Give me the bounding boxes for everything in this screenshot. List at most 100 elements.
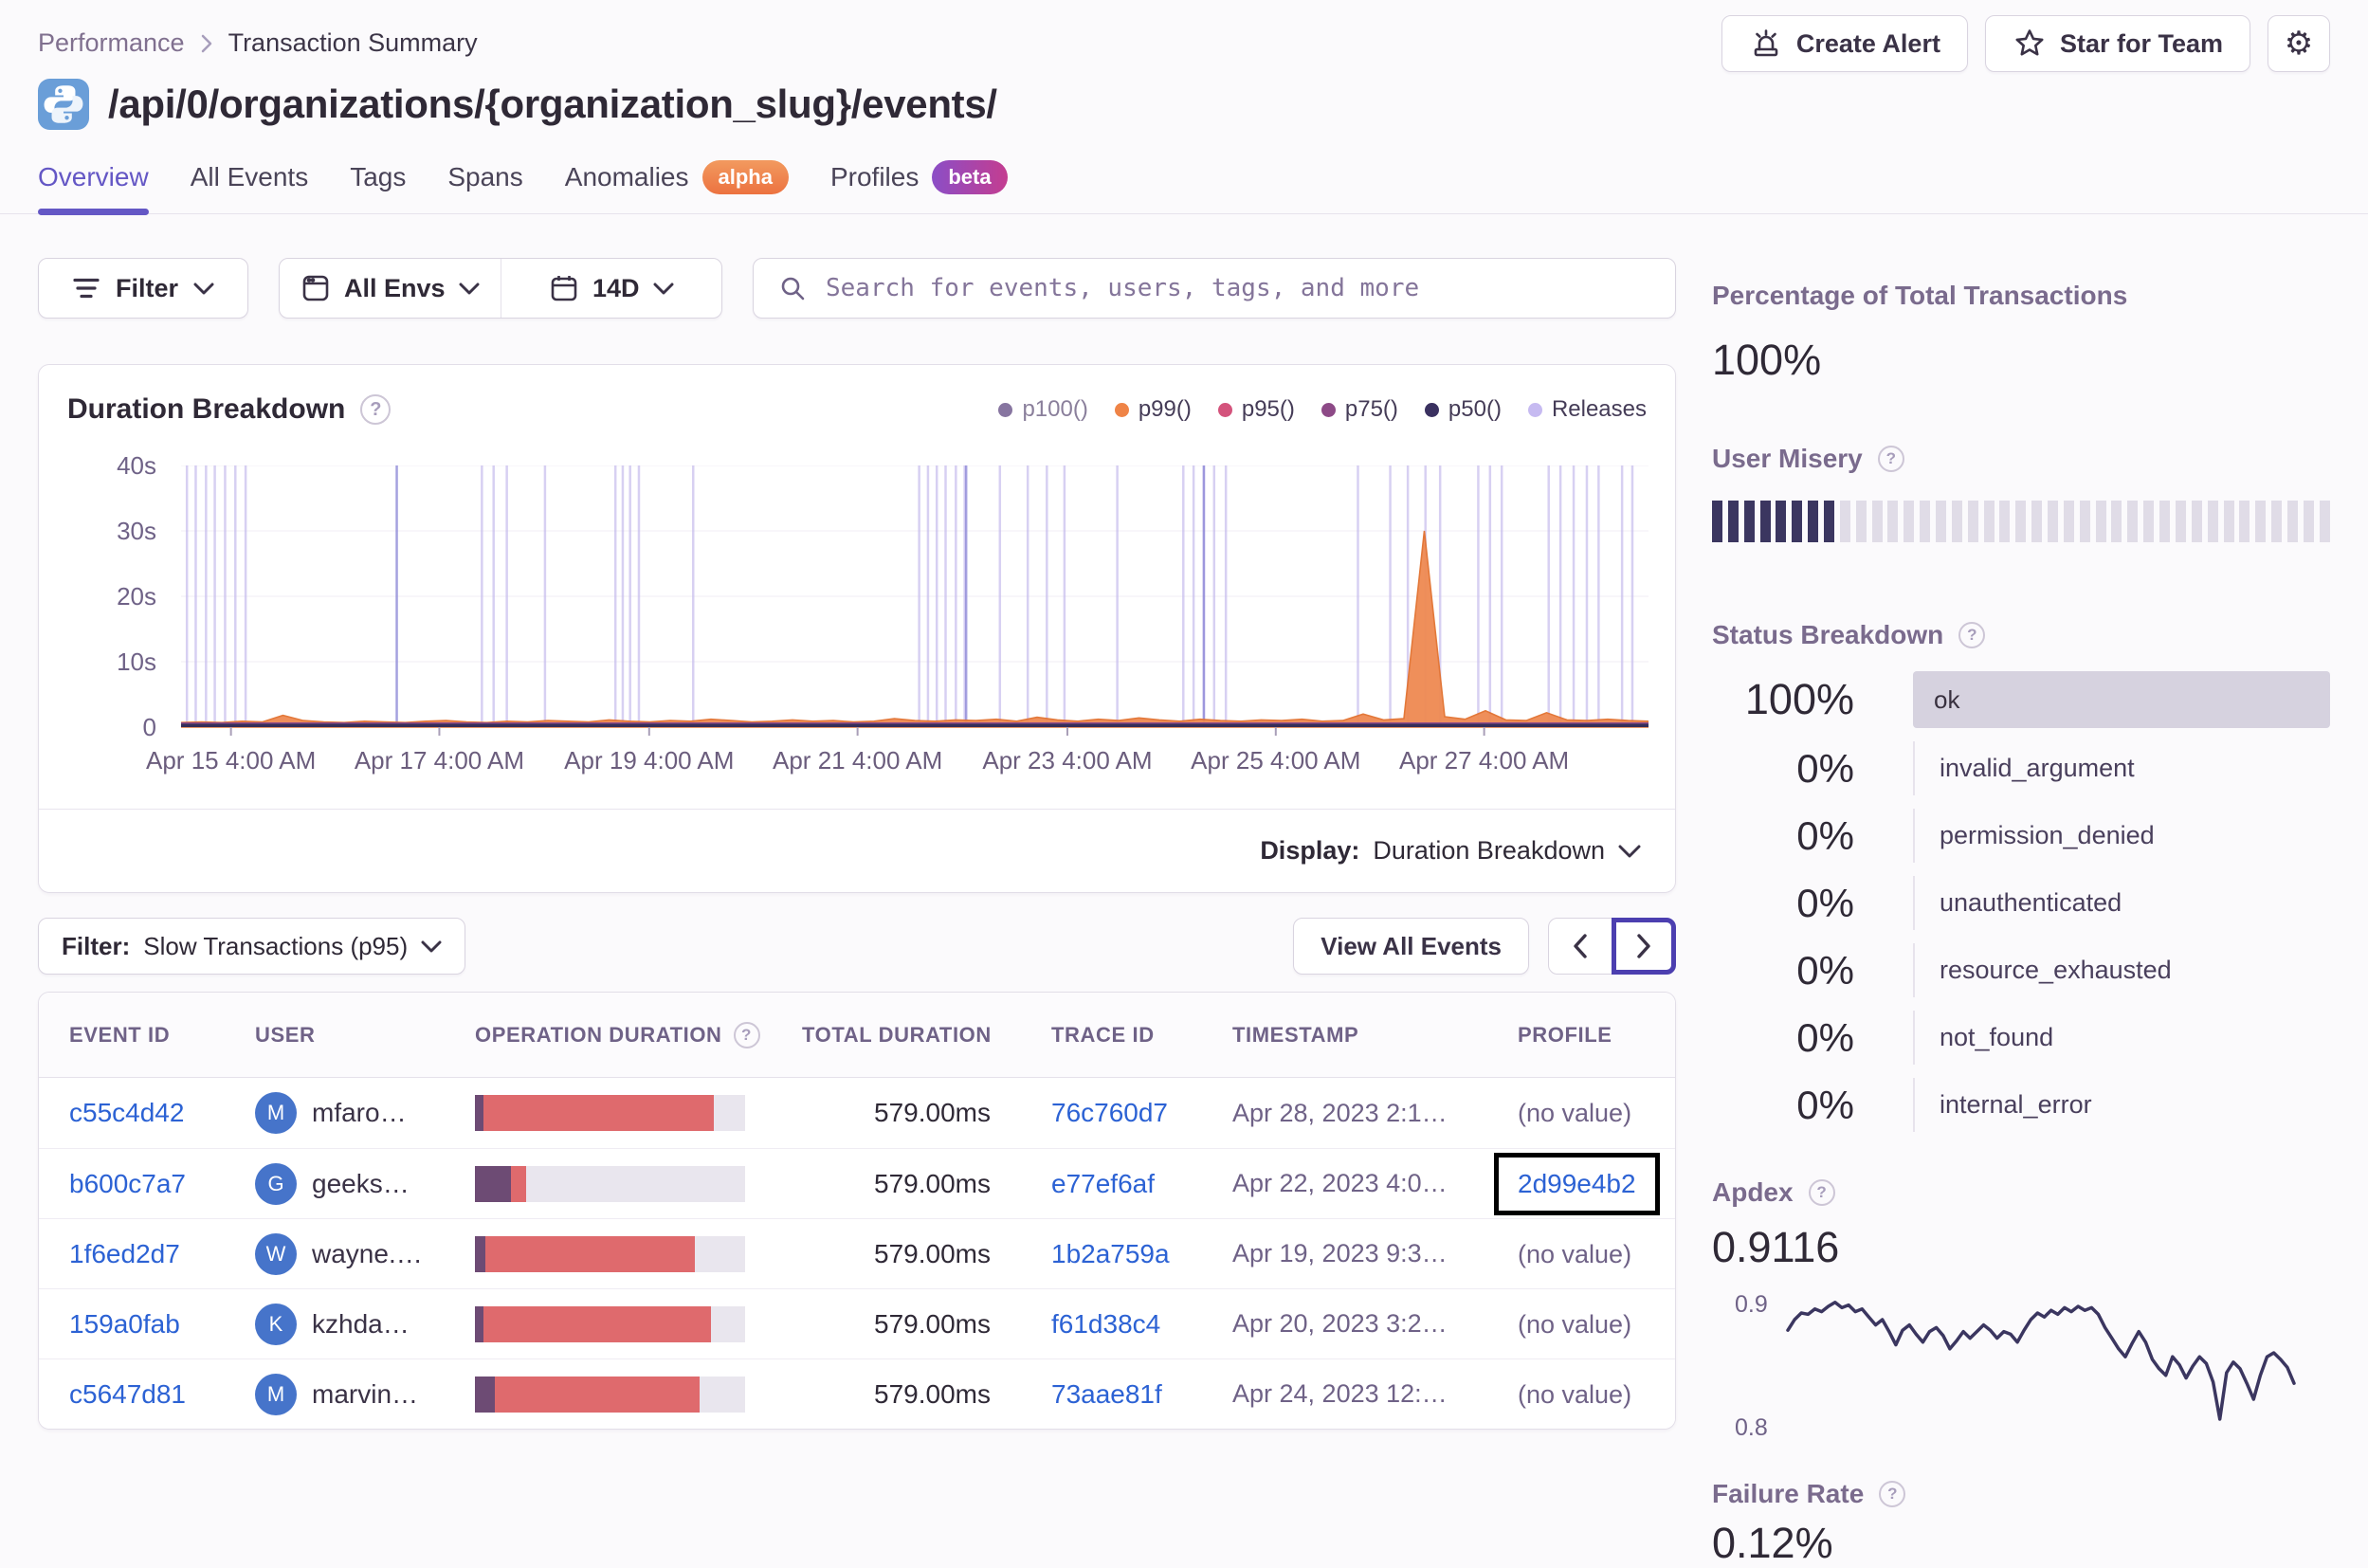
legend-item-p75[interactable]: p75() bbox=[1321, 396, 1398, 423]
help-icon[interactable]: ? bbox=[1877, 446, 1904, 473]
tab-spans[interactable]: Spans bbox=[447, 160, 522, 213]
trace-id-link[interactable]: 76c760d7 bbox=[1051, 1098, 1169, 1128]
status-percent: 100% bbox=[1744, 675, 1854, 724]
status-label-area: unauthenticated bbox=[1913, 876, 2330, 931]
failure-rate-title: Failure Rate bbox=[1712, 1479, 1865, 1509]
failure-rate-value: 0.12% bbox=[1712, 1519, 1833, 1568]
legend-dot bbox=[1424, 402, 1439, 417]
filter-dropdown[interactable]: Filter bbox=[38, 258, 248, 319]
op-duration-segment-red bbox=[495, 1376, 700, 1413]
tab-anomalies[interactable]: Anomalies alpha bbox=[565, 160, 789, 213]
search-box bbox=[753, 258, 1676, 319]
help-icon[interactable]: ? bbox=[733, 1021, 760, 1048]
display-selector[interactable]: Duration Breakdown bbox=[1373, 836, 1641, 866]
user-name: wayne.… bbox=[312, 1238, 423, 1268]
legend-item-p95[interactable]: p95() bbox=[1217, 396, 1295, 423]
profile-no-value: (no value) bbox=[1518, 1379, 1632, 1409]
chevron-down-icon bbox=[193, 283, 214, 295]
trace-id-cell: 1b2a759a bbox=[1051, 1239, 1232, 1269]
status-percent: 0% bbox=[1796, 1082, 1854, 1127]
profile-no-value: (no value) bbox=[1518, 1239, 1632, 1268]
star-for-team-button[interactable]: Star for Team bbox=[1984, 15, 2250, 72]
x-tick-label: Apr 19 4:00 AM bbox=[564, 746, 735, 775]
previous-page-button[interactable] bbox=[1548, 918, 1612, 975]
column-header-profile: PROFILE bbox=[1518, 1023, 1675, 1048]
column-header-timestamp: TIMESTAMP bbox=[1232, 1023, 1518, 1048]
tab-overview[interactable]: Overview bbox=[38, 160, 149, 216]
event-id-link[interactable]: c5647d81 bbox=[69, 1378, 187, 1409]
star-icon bbox=[2015, 29, 2044, 56]
pagination bbox=[1548, 918, 1676, 975]
op-duration-segment-red bbox=[485, 1235, 696, 1272]
avatar: W bbox=[255, 1232, 297, 1275]
misery-tick bbox=[2111, 501, 2122, 543]
trace-id-link[interactable]: 73aae81f bbox=[1051, 1378, 1162, 1409]
operation-duration-cell bbox=[475, 1376, 802, 1413]
help-icon[interactable]: ? bbox=[1808, 1179, 1835, 1207]
legend-label: p99() bbox=[1138, 396, 1192, 423]
gear-icon: ⚙ bbox=[2284, 26, 2314, 62]
view-all-events-button[interactable]: View All Events bbox=[1293, 918, 1529, 975]
tab-tags[interactable]: Tags bbox=[350, 160, 406, 213]
op-duration-segment-red bbox=[511, 1165, 527, 1202]
user-misery-section: User Misery? bbox=[1712, 444, 2330, 543]
event-id-link[interactable]: b600c7a7 bbox=[69, 1168, 187, 1198]
transactions-filter-value: Slow Transactions (p95) bbox=[143, 931, 409, 960]
tab-all-events[interactable]: All Events bbox=[191, 160, 309, 213]
next-page-button[interactable] bbox=[1612, 918, 1676, 975]
misery-tick bbox=[2031, 501, 2043, 543]
help-icon[interactable]: ? bbox=[1958, 622, 1986, 649]
breadcrumb-chevron-icon bbox=[201, 34, 211, 52]
x-tick-label: Apr 17 4:00 AM bbox=[354, 746, 525, 775]
event-id-link[interactable]: 1f6ed2d7 bbox=[69, 1238, 180, 1268]
misery-tick bbox=[1776, 501, 1787, 543]
op-duration-segment-purple bbox=[475, 1376, 496, 1413]
operation-duration-cell bbox=[475, 1165, 802, 1202]
event-id-link[interactable]: c55c4d42 bbox=[69, 1098, 185, 1128]
apdex-ytick-high: 0.9 bbox=[1735, 1291, 1768, 1319]
badge-beta: beta bbox=[932, 160, 1008, 195]
help-icon[interactable]: ? bbox=[1879, 1481, 1906, 1508]
legend-item-p100[interactable]: p100() bbox=[998, 396, 1088, 423]
transactions-filter-dropdown[interactable]: Filter: Slow Transactions (p95) bbox=[38, 918, 466, 975]
column-header-label: TOTAL DURATION bbox=[802, 1022, 992, 1047]
tab-label: Tags bbox=[350, 162, 407, 192]
search-icon bbox=[781, 278, 805, 301]
create-alert-button[interactable]: Create Alert bbox=[1721, 15, 1968, 72]
status-row-resource_exhausted: 0% resource_exhausted bbox=[1712, 943, 2330, 998]
settings-button[interactable]: ⚙ bbox=[2268, 15, 2330, 72]
status-label: not_found bbox=[1913, 1011, 2330, 1066]
main-column: Filter All Envs 14D bbox=[38, 258, 1676, 1431]
legend-item-p50[interactable]: p50() bbox=[1424, 396, 1502, 423]
view-all-events-label: View All Events bbox=[1321, 931, 1502, 960]
status-label: resource_exhausted bbox=[1913, 943, 2330, 998]
status-label: permission_denied bbox=[1913, 809, 2330, 864]
window-icon bbox=[302, 276, 329, 301]
legend-item-Releases[interactable]: Releases bbox=[1527, 396, 1647, 423]
legend-item-p99[interactable]: p99() bbox=[1114, 396, 1192, 423]
date-range-selector[interactable]: 14D bbox=[500, 259, 722, 319]
apdex-sparkline bbox=[1786, 1301, 2296, 1422]
event-id-cell: c55c4d42 bbox=[39, 1098, 255, 1128]
column-header-label: PROFILE bbox=[1518, 1022, 1612, 1047]
search-input[interactable] bbox=[824, 273, 1650, 304]
help-icon[interactable]: ? bbox=[360, 394, 392, 426]
legend-dot bbox=[1114, 402, 1129, 417]
tab-profiles[interactable]: Profiles beta bbox=[830, 160, 1008, 213]
breadcrumb-performance[interactable]: Performance bbox=[38, 28, 185, 57]
trace-id-link[interactable]: f61d38c4 bbox=[1051, 1308, 1161, 1339]
trace-id-link[interactable]: 1b2a759a bbox=[1051, 1238, 1170, 1268]
environment-selector[interactable]: All Envs bbox=[280, 259, 501, 318]
profile-link[interactable]: 2d99e4b2 bbox=[1518, 1168, 1636, 1198]
event-id-link[interactable]: 159a0fab bbox=[69, 1308, 180, 1339]
chevron-down-icon bbox=[421, 940, 442, 953]
misery-tick bbox=[2048, 501, 2059, 543]
trace-id-link[interactable]: e77ef6af bbox=[1051, 1168, 1155, 1198]
tab-label: Spans bbox=[447, 162, 523, 192]
misery-tick bbox=[2255, 501, 2267, 543]
